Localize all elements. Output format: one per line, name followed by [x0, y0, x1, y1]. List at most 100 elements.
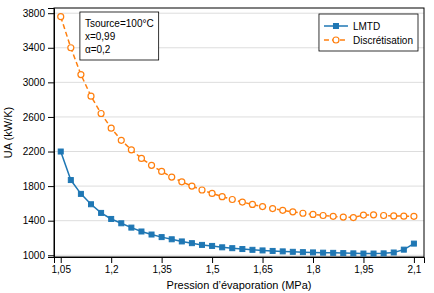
x-tick-label: 1,2 — [105, 264, 119, 275]
legend: LMTDDiscrétisation — [319, 14, 418, 51]
legend-label: Discrétisation — [353, 35, 413, 46]
point — [260, 204, 266, 210]
point — [280, 249, 285, 254]
series-line — [61, 152, 414, 254]
point — [209, 190, 215, 196]
y-tick-mark — [48, 221, 54, 222]
x-tick-label: 1,95 — [354, 264, 374, 275]
point — [230, 246, 235, 251]
point — [321, 250, 326, 255]
point — [391, 250, 396, 255]
point — [98, 110, 104, 116]
x-axis-line — [55, 258, 425, 264]
plot-frame — [54, 8, 424, 257]
point — [169, 174, 175, 180]
y-axis-title: UA (kW/K) — [2, 107, 14, 158]
point — [118, 137, 124, 143]
x-axis-title: Pression d’évaporation (MPa) — [167, 279, 312, 291]
y-tick-label: 1400 — [23, 215, 46, 226]
point — [411, 213, 417, 219]
annotation-text: Tsource=100°C — [85, 18, 154, 29]
y-tick-mark — [48, 255, 54, 256]
point — [179, 179, 185, 185]
legend-box — [319, 14, 418, 51]
y-tick: 1000 — [23, 250, 54, 261]
point — [159, 235, 164, 240]
y-tick: 2200 — [23, 146, 54, 157]
y-tick-mark — [48, 48, 54, 49]
x-tick-label: 2,1 — [407, 264, 421, 275]
y-tick-label: 3000 — [23, 77, 46, 88]
point — [350, 215, 356, 221]
point — [189, 241, 194, 246]
x-tick: 1,5 — [206, 257, 220, 275]
annotation: Tsource=100°Cx=0,99α=0,2 — [80, 12, 159, 60]
point — [240, 247, 245, 252]
x-tick-mark — [414, 257, 415, 263]
point — [210, 243, 215, 248]
point — [310, 211, 316, 217]
point — [341, 251, 346, 256]
x-tick-mark — [363, 257, 364, 263]
x-tick-label: 1,35 — [152, 264, 172, 275]
grid — [54, 13, 424, 255]
grid-line — [54, 255, 424, 256]
point — [199, 187, 205, 193]
point — [78, 191, 83, 196]
y-tick-mark — [48, 117, 54, 118]
point — [361, 251, 366, 256]
plot: 1,051,21,351,51,651,81,952,1100014001800… — [23, 8, 425, 275]
point — [78, 72, 84, 78]
x-tick-mark — [61, 257, 62, 263]
point — [411, 241, 416, 246]
point — [149, 232, 154, 237]
annotation-text: x=0,99 — [85, 31, 116, 42]
point — [169, 237, 174, 242]
x-tick-mark — [263, 257, 264, 263]
point — [300, 210, 306, 216]
point — [391, 213, 397, 219]
point — [200, 242, 205, 247]
x-tick: 1,2 — [105, 257, 119, 275]
annotation-box — [80, 12, 159, 60]
grid-line — [54, 186, 424, 187]
point — [220, 245, 225, 250]
x-tick-label: 1,8 — [307, 264, 321, 275]
point — [381, 251, 386, 256]
y-tick-mark — [48, 186, 54, 187]
point — [99, 210, 104, 215]
point — [109, 216, 114, 221]
x-tick: 2,1 — [407, 257, 421, 275]
x-tick-label: 1,05 — [51, 264, 71, 275]
point — [159, 168, 165, 174]
y-tick-mark — [48, 152, 54, 153]
point — [331, 250, 336, 255]
y-tick-mark — [48, 82, 54, 83]
point — [290, 249, 295, 254]
point — [89, 202, 94, 207]
x-tick-mark — [313, 257, 314, 263]
y-tick: 2600 — [23, 112, 54, 123]
point — [68, 45, 74, 51]
point — [300, 250, 305, 255]
point — [149, 162, 155, 168]
point — [239, 199, 245, 205]
x-axis: 1,05 1,2 1,35 1,5 1,65 1,8 1,95 2,1 — [51, 257, 424, 275]
point — [229, 197, 235, 203]
point — [401, 213, 407, 219]
point — [311, 250, 316, 255]
y-axis: 10001400180022002600300034003800 — [23, 8, 55, 261]
point — [219, 194, 225, 200]
x-tick: 1,95 — [354, 257, 374, 275]
point — [119, 221, 124, 226]
point — [280, 207, 286, 213]
x-tick-label: 1,65 — [253, 264, 273, 275]
grid-line — [54, 151, 424, 152]
point — [371, 212, 377, 218]
point — [138, 155, 144, 161]
y-tick-mark — [48, 13, 54, 14]
x-tick: 1,35 — [152, 257, 172, 275]
point — [330, 213, 336, 219]
point — [381, 213, 387, 219]
y-tick-label: 3800 — [23, 8, 46, 19]
